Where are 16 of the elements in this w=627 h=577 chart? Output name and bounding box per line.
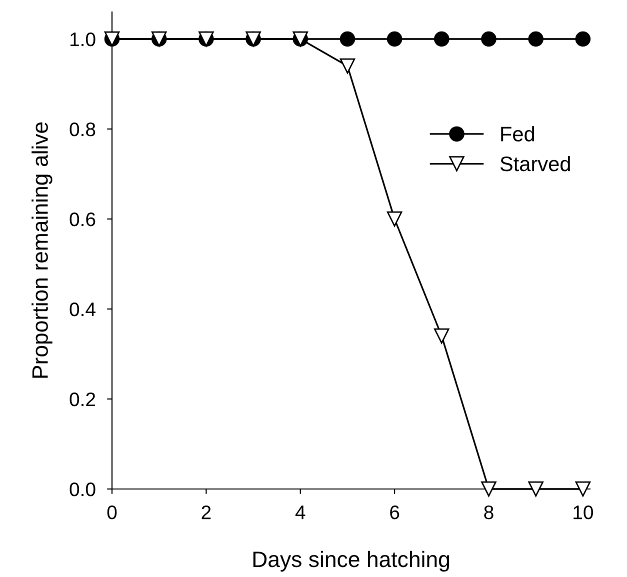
x-tick-label: 4 <box>295 506 306 520</box>
x-axis-title: Days since hatching <box>253 550 450 572</box>
x-tick-label: 10 <box>574 505 593 520</box>
y-tick-label: 0.2 <box>70 392 96 406</box>
y-tick-label: 1.0 <box>70 32 96 46</box>
legend-label: Fed <box>501 126 534 142</box>
legend-label: Starved <box>500 156 570 172</box>
y-axis-title: Proportion remaining alive <box>32 122 52 378</box>
x-tick-label: 2 <box>202 505 211 520</box>
x-tick-label: 0 <box>107 505 117 520</box>
x-tick-label: 8 <box>484 505 494 520</box>
y-tick-label: 0.0 <box>70 482 96 496</box>
y-tick-label: 0.6 <box>70 212 96 226</box>
y-tick-label: 0.4 <box>70 302 96 316</box>
y-tick-label: 0.8 <box>70 122 96 136</box>
x-tick-label: 6 <box>390 505 400 520</box>
